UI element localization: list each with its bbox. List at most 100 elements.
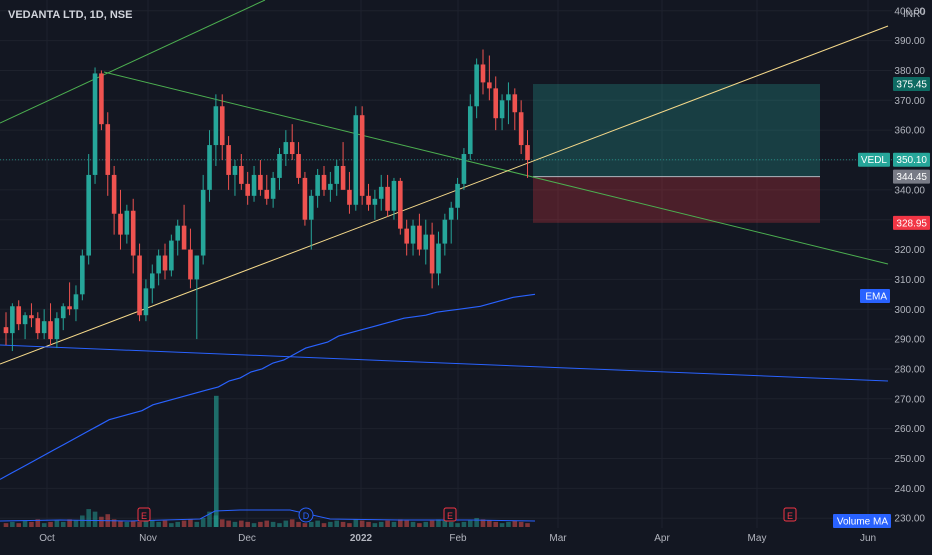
event-marker-label: E bbox=[447, 511, 453, 521]
volume-bar bbox=[149, 520, 155, 527]
ema-badge-text: EMA bbox=[865, 292, 887, 303]
volume-bar bbox=[417, 523, 422, 527]
currency-suffix: 0 bbox=[920, 7, 926, 18]
candle-body bbox=[359, 115, 365, 196]
x-axis: Oct Nov Dec 2022 Feb Mar Apr May Jun bbox=[39, 533, 876, 544]
candle-body bbox=[226, 145, 231, 175]
volume-bar bbox=[410, 521, 416, 527]
candle-body bbox=[251, 174, 257, 196]
volume-bar bbox=[277, 523, 282, 527]
volume-bar bbox=[10, 521, 15, 527]
volume-ma-badge-bg bbox=[833, 514, 891, 528]
candle-body bbox=[200, 189, 206, 256]
trade-setup-zones[interactable] bbox=[0, 84, 892, 223]
descending-trendline[interactable] bbox=[103, 71, 889, 265]
candle-body bbox=[353, 115, 359, 205]
volume-bar bbox=[467, 520, 473, 527]
candle-body bbox=[232, 165, 238, 175]
earnings-marker[interactable]: E bbox=[443, 507, 457, 522]
candle-body bbox=[436, 243, 441, 274]
price-candles bbox=[3, 49, 530, 352]
candle-body bbox=[143, 288, 149, 316]
y-tick-label: 270.00 bbox=[894, 394, 925, 405]
candle-body bbox=[442, 219, 448, 244]
candle-body bbox=[493, 88, 499, 119]
volume-bar bbox=[67, 519, 72, 527]
candle-body bbox=[169, 240, 174, 271]
earnings-marker[interactable]: E bbox=[137, 507, 151, 522]
candle-body bbox=[67, 306, 72, 310]
volume-bar bbox=[474, 518, 479, 527]
volume-bar bbox=[258, 521, 263, 527]
y-tick-label: 310.00 bbox=[894, 275, 925, 286]
volume-bar bbox=[156, 521, 161, 527]
volume-bar bbox=[188, 519, 193, 527]
y-tick-label: 360.00 bbox=[894, 126, 925, 137]
candle-body bbox=[340, 165, 346, 190]
volume-bar bbox=[251, 523, 257, 527]
candle-body bbox=[372, 198, 378, 205]
x-tick-label: Apr bbox=[654, 533, 670, 544]
volume-bar bbox=[283, 520, 289, 527]
volume-bar bbox=[130, 520, 136, 527]
x-tick-label: Feb bbox=[449, 533, 467, 544]
x-tick-label: 2022 bbox=[350, 533, 373, 544]
last-price-badge: 350.10 bbox=[893, 152, 930, 167]
volume-ma-badge-text: Volume MA bbox=[837, 517, 888, 528]
volume-bar bbox=[22, 520, 28, 527]
volume-bar bbox=[3, 523, 9, 527]
ema-line bbox=[0, 293, 536, 480]
candle-body bbox=[118, 213, 123, 235]
y-tick-label: 250.00 bbox=[894, 454, 925, 465]
currency-label[interactable]: INR bbox=[903, 9, 920, 20]
volume-bar bbox=[73, 520, 79, 527]
earnings-marker[interactable]: E bbox=[783, 507, 797, 522]
price-badges: 375.45 350.10 VEDL 344.45 328.95 EMA Volume MA bbox=[833, 77, 930, 528]
earnings-marker-box bbox=[783, 507, 797, 522]
candle-body bbox=[321, 174, 327, 190]
volume-ma-line bbox=[0, 509, 536, 522]
candle-body bbox=[22, 315, 28, 325]
candle-body bbox=[308, 195, 314, 220]
volume-bar bbox=[289, 519, 295, 527]
last-price-symbol-badge-bg bbox=[858, 152, 890, 167]
long-term-line[interactable] bbox=[0, 344, 889, 382]
candle-body bbox=[194, 255, 200, 280]
volume-bar bbox=[200, 518, 206, 527]
profit-zone[interactable] bbox=[533, 84, 820, 177]
candle-body bbox=[525, 145, 530, 160]
candle-body bbox=[54, 318, 60, 340]
volume-bar bbox=[35, 519, 41, 527]
candle-body bbox=[385, 186, 390, 211]
candle-body bbox=[334, 165, 340, 184]
volume-bar bbox=[315, 520, 320, 527]
volume-bar bbox=[29, 521, 34, 527]
candle-body bbox=[130, 210, 136, 256]
x-tick-label: Dec bbox=[238, 533, 256, 544]
volume-bar bbox=[264, 520, 270, 527]
volume-bar bbox=[525, 523, 530, 527]
symbol-title[interactable]: VEDANTA LTD, 1D, NSE bbox=[8, 9, 132, 21]
candle-body bbox=[105, 124, 111, 175]
volume-bar bbox=[328, 521, 333, 527]
volume-bar bbox=[86, 509, 91, 527]
target-price-badge-bg bbox=[893, 77, 930, 92]
loss-zone[interactable] bbox=[533, 176, 820, 223]
volume-bar bbox=[448, 521, 454, 527]
volume-bar bbox=[296, 521, 301, 527]
volume-bar bbox=[169, 523, 174, 527]
volume-bar bbox=[455, 523, 460, 527]
candle-body bbox=[474, 64, 479, 107]
volume-bar bbox=[404, 520, 409, 527]
dividend-marker[interactable]: D bbox=[298, 507, 314, 523]
y-tick-label: 240.00 bbox=[894, 484, 925, 495]
candle-body bbox=[188, 249, 193, 280]
candle-body bbox=[245, 183, 250, 196]
candle-body bbox=[124, 210, 130, 235]
upper-channel-trendline[interactable] bbox=[0, 0, 266, 124]
volume-bar bbox=[347, 523, 352, 527]
volume-bar bbox=[111, 519, 117, 527]
